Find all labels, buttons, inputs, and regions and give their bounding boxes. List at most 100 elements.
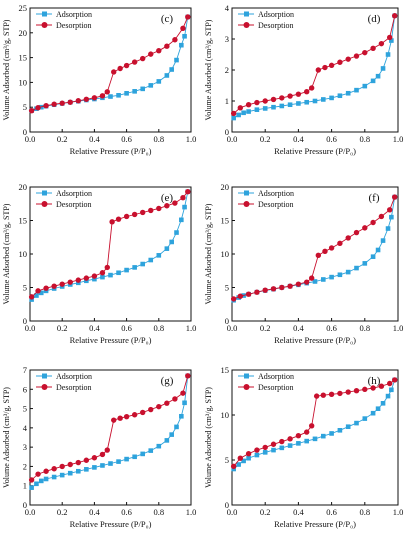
y-axis-label: Volume Adsorbed (cm³/g, STP) xyxy=(204,387,213,488)
adsorption-point xyxy=(236,462,241,467)
x-tick-label: 0.6 xyxy=(326,134,337,144)
adsorption-point xyxy=(262,450,268,455)
adsorption-point xyxy=(148,83,154,88)
legend-label-adsorption: Adsorption xyxy=(56,372,92,381)
desorption-point xyxy=(59,100,65,106)
legend-label-desorption: Desorption xyxy=(56,21,92,30)
desorption-line xyxy=(31,375,189,481)
x-tick-label: 0.6 xyxy=(121,323,132,333)
adsorption-point xyxy=(241,458,246,464)
desorption-point xyxy=(237,293,243,299)
y-tick-label: 0 xyxy=(23,500,27,510)
y-axis-label: Volume Adsorbed (cm³/g, STP) xyxy=(2,19,11,120)
desorption-point xyxy=(245,102,252,108)
legend-marker-adsorption xyxy=(42,373,47,379)
legend-marker-adsorption xyxy=(244,11,249,17)
adsorption-point xyxy=(354,420,359,426)
adsorption-point xyxy=(380,401,386,406)
adsorption-point xyxy=(84,467,89,472)
desorption-line xyxy=(31,16,189,112)
panel-label: (h) xyxy=(368,375,381,387)
desorption-point xyxy=(279,95,285,101)
legend-marker-adsorption xyxy=(42,11,47,17)
desorption-point xyxy=(345,389,351,395)
adsorption-point xyxy=(296,101,301,106)
desorption-point xyxy=(262,98,268,104)
x-tick-label: 1.0 xyxy=(393,323,404,333)
desorption-point xyxy=(109,219,115,225)
adsorption-point xyxy=(182,204,187,210)
y-axis-label: Volume Adsorbed (cm³/g, STP) xyxy=(2,387,11,488)
y-axis-label: Volume Adsorbed (cm³/g, STP) xyxy=(204,203,213,304)
adsorption-point xyxy=(375,406,381,411)
desorption-point xyxy=(262,287,268,293)
legend-label-adsorption: Adsorption xyxy=(258,10,294,19)
adsorption-point xyxy=(140,86,145,92)
desorption-point xyxy=(308,85,315,91)
desorption-point xyxy=(131,211,138,218)
adsorption-point xyxy=(246,109,251,114)
adsorption-point xyxy=(100,274,105,280)
adsorption-point xyxy=(174,424,179,430)
desorption-point xyxy=(270,286,277,292)
x-axis-label: Relative Pressure (P/P₀) xyxy=(274,335,356,345)
panel-label: (g) xyxy=(161,375,174,387)
desorption-point xyxy=(35,471,41,477)
legend-label-desorption: Desorption xyxy=(56,383,92,392)
x-tick-label: 0.6 xyxy=(326,507,337,517)
desorption-point xyxy=(140,409,146,416)
adsorption-point xyxy=(354,87,359,93)
desorption-point xyxy=(313,393,320,399)
x-tick-label: 0.0 xyxy=(25,134,36,144)
legend-label-adsorption: Adsorption xyxy=(258,189,294,198)
desorption-point xyxy=(345,56,351,62)
adsorption-point xyxy=(337,428,343,433)
panel-d: 0.0 0.2 0.4 0.6 0.8 1.0 0 1 2 3 4 Relative Pressure… xyxy=(204,3,403,156)
legend-label-desorption: Desorption xyxy=(258,383,294,392)
legend-label-desorption: Desorption xyxy=(258,200,294,209)
legend-marker-desorption xyxy=(41,201,48,207)
adsorption-point xyxy=(385,52,391,57)
y-axis-label: Volume Adsorbed (cm³/g, STP) xyxy=(204,19,213,120)
desorption-point xyxy=(353,53,360,59)
x-axis-label: Relative Pressure (P/P₀) xyxy=(274,146,356,156)
y-tick-label: 1 xyxy=(225,96,229,106)
desorption-line xyxy=(233,379,395,467)
adsorption-point xyxy=(132,265,137,270)
y-tick-label: 5 xyxy=(225,455,229,465)
x-tick-label: 0.2 xyxy=(57,507,68,517)
desorption-point xyxy=(43,103,49,109)
x-tick-label: 0.6 xyxy=(326,323,337,333)
adsorption-point xyxy=(296,441,301,446)
adsorption-point xyxy=(370,410,376,416)
x-tick-label: 0.0 xyxy=(227,507,238,517)
desorption-point xyxy=(67,279,73,285)
adsorption-point xyxy=(345,90,351,96)
x-axis-label: Relative Pressure (P/P₀) xyxy=(70,146,152,156)
adsorption-point xyxy=(345,269,351,275)
desorption-point xyxy=(83,457,90,463)
desorption-point xyxy=(387,207,393,213)
desorption-point xyxy=(322,64,328,71)
x-tick-label: 0.8 xyxy=(153,134,164,144)
adsorption-point xyxy=(59,472,65,478)
adsorption-point xyxy=(116,459,121,464)
adsorption-point xyxy=(108,461,113,466)
y-tick-label: 3 xyxy=(225,34,229,44)
adsorption-point xyxy=(362,416,368,421)
desorption-point xyxy=(148,207,154,214)
desorption-point xyxy=(172,37,178,43)
desorption-point xyxy=(304,89,310,95)
adsorption-point xyxy=(354,265,359,271)
adsorption-point xyxy=(287,443,293,448)
panel-c: 0.0 0.2 0.4 0.6 0.8 1.0 0 5 10 15 20 25 Relative Pre… xyxy=(2,3,196,156)
x-tick-label: 0.4 xyxy=(293,507,304,517)
desorption-point xyxy=(328,62,335,69)
y-tick-label: 15 xyxy=(221,216,230,226)
adsorption-point xyxy=(38,478,44,484)
adsorption-point xyxy=(231,115,236,121)
y-tick-label: 15 xyxy=(19,216,28,226)
adsorption-point xyxy=(380,238,386,243)
y-tick-label: 25 xyxy=(19,3,28,13)
desorption-point xyxy=(35,104,41,111)
